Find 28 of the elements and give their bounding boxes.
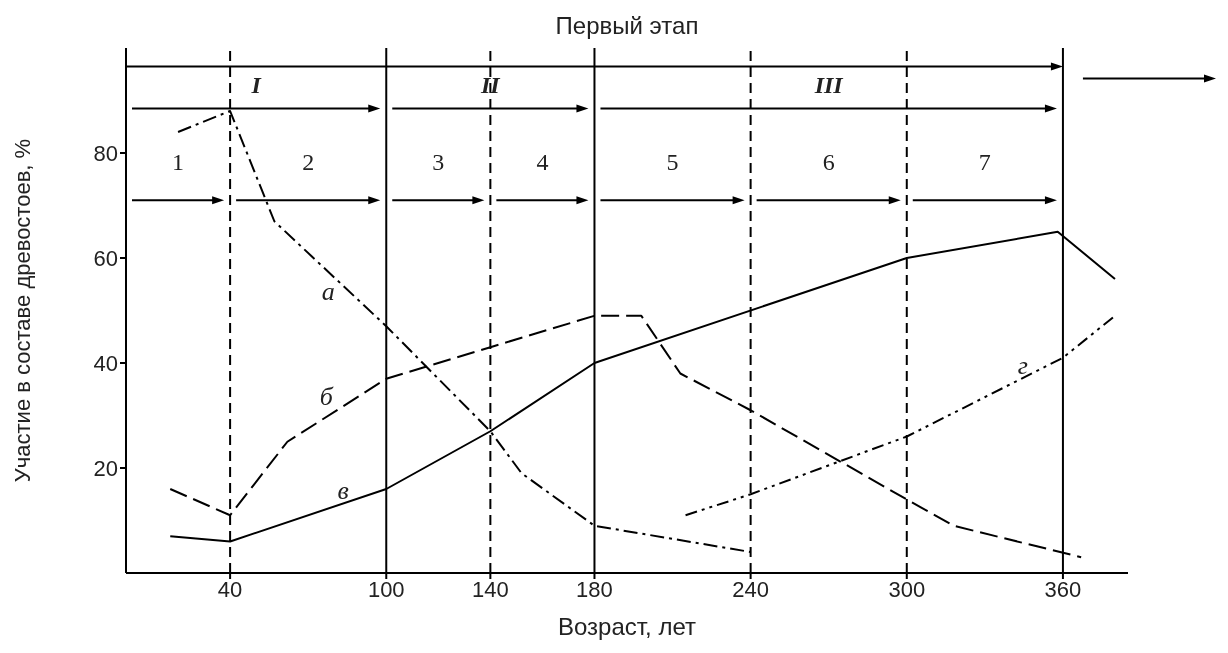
x-tick-label: 140	[472, 576, 509, 602]
annotation: 3	[432, 148, 445, 175]
x-axis-title: Возраст, лет	[558, 613, 697, 640]
series-label: в	[337, 475, 349, 505]
x-tick-label: 240	[732, 576, 769, 602]
y-tick-label: 40	[93, 350, 118, 376]
x-tick-label: 180	[576, 576, 613, 602]
chart-title: Первый этап	[555, 12, 699, 39]
annotation: II	[480, 71, 502, 98]
series-label: г	[1017, 350, 1029, 380]
annotation: 7	[978, 148, 991, 175]
y-axis-title: Участие в составе древостоев, %	[9, 138, 35, 483]
annotation: 5	[666, 148, 679, 175]
x-tick-label: 100	[367, 576, 405, 602]
annotation: 4	[536, 148, 549, 175]
y-tick-label: 80	[93, 140, 118, 166]
y-tick-label: 20	[93, 455, 118, 481]
annotation: 1	[172, 148, 185, 175]
annotation: 6	[822, 148, 835, 175]
annotation: I	[250, 71, 263, 98]
x-tick-label: 360	[1044, 576, 1082, 602]
y-tick-label: 60	[93, 245, 118, 271]
x-tick-label: 40	[217, 576, 243, 602]
series-label: б	[319, 381, 334, 411]
annotation: 2	[302, 148, 315, 175]
annotation: III	[813, 71, 845, 98]
x-tick-label: 300	[888, 576, 926, 602]
series-label: а	[321, 277, 335, 307]
